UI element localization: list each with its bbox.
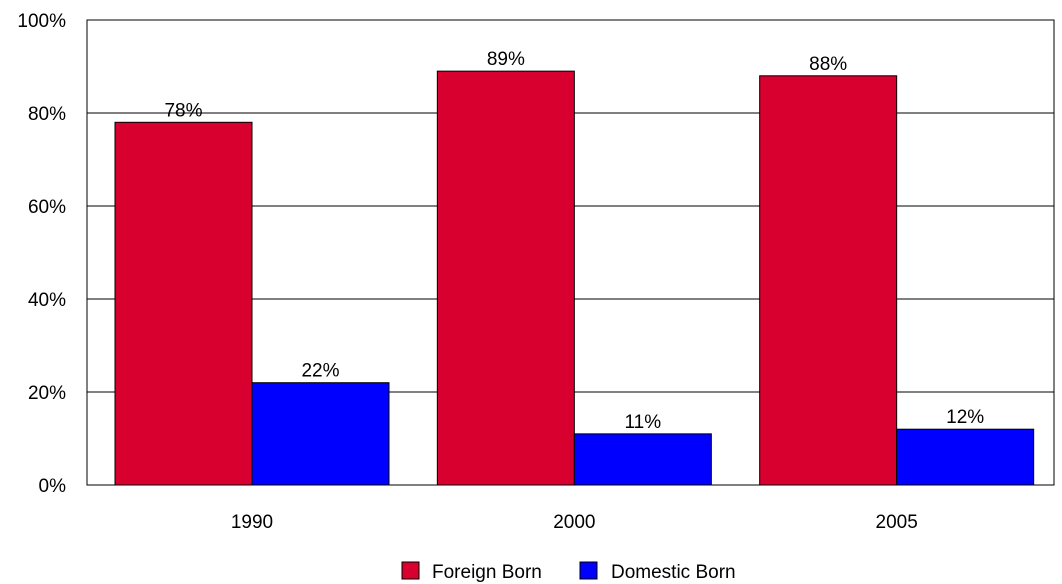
legend-label-domestic-born: Domestic Born (611, 562, 736, 583)
x-tick-label: 1990 (231, 512, 273, 533)
y-tick-label: 0% (39, 476, 67, 497)
data-label: 88% (809, 54, 847, 75)
plot-frame (86, 19, 1055, 486)
legend-swatch-foreign-born (401, 561, 420, 580)
bar-domestic-born-1990 (251, 382, 390, 486)
data-labels: 78% 22% 89% 11% 88% 12% (164, 49, 984, 433)
y-tick-label: 60% (28, 197, 66, 218)
bar-domestic-born-2000 (573, 433, 712, 486)
bars (114, 70, 1035, 486)
data-label: 22% (301, 361, 339, 382)
y-tick-label: 20% (28, 383, 66, 404)
data-label: 78% (164, 100, 202, 121)
x-tick-label: 2000 (553, 512, 595, 533)
y-tick-label: 100% (17, 11, 66, 32)
plot-border (86, 19, 1055, 486)
bar-domestic-born-2005 (896, 428, 1035, 486)
bar-foreign-born-2000 (436, 70, 575, 486)
bar-foreign-born-2005 (759, 75, 898, 486)
x-axis-tick-labels: 1990 2000 2005 (231, 512, 918, 533)
data-label: 89% (487, 49, 525, 70)
y-tick-label: 40% (28, 290, 66, 311)
y-axis-tick-labels: 0% 20% 40% 60% 80% 100% (17, 11, 66, 497)
data-label: 12% (946, 407, 984, 428)
legend-swatch-domestic-born (579, 561, 598, 580)
legend: Foreign Born Domestic Born (401, 561, 736, 583)
data-label: 11% (625, 412, 662, 433)
legend-label-foreign-born: Foreign Born (432, 562, 542, 583)
bar-foreign-born-1990 (114, 121, 253, 486)
x-tick-label: 2005 (876, 512, 918, 533)
y-tick-label: 80% (28, 104, 66, 125)
